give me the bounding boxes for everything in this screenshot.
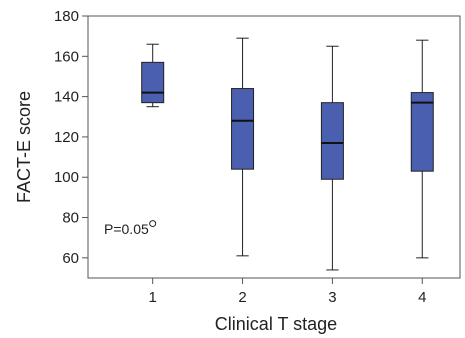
y-tick-label: 60 bbox=[62, 250, 79, 267]
box-iqr bbox=[410, 92, 434, 172]
y-tick-label: 120 bbox=[54, 129, 79, 146]
y-tick-label: 160 bbox=[54, 48, 79, 65]
y-tick-label: 100 bbox=[54, 169, 79, 186]
x-tick-label: 4 bbox=[418, 289, 426, 306]
boxes-layer bbox=[141, 37, 434, 271]
box-iqr bbox=[141, 61, 165, 104]
box-group-3 bbox=[320, 45, 344, 271]
plot-frame bbox=[87, 15, 461, 279]
p-value-annotation: P=0.05 bbox=[104, 221, 149, 237]
y-tick-label: 140 bbox=[54, 89, 79, 106]
x-tick-label: 2 bbox=[238, 289, 246, 306]
y-axis: 60 80 100 120 140 160 180 bbox=[54, 8, 88, 267]
y-tick-label: 80 bbox=[62, 210, 79, 227]
y-axis-title: FACT-E score bbox=[14, 91, 34, 203]
y-tick-label: 180 bbox=[54, 8, 79, 25]
x-axis-title: Clinical T stage bbox=[215, 314, 337, 334]
x-axis: 1 2 3 4 bbox=[149, 278, 426, 306]
box-iqr bbox=[231, 88, 255, 170]
box-group-4 bbox=[410, 39, 434, 259]
x-tick-label: 3 bbox=[328, 289, 336, 306]
box-group-1 bbox=[141, 43, 165, 228]
x-tick-label: 1 bbox=[149, 289, 157, 306]
box-group-2 bbox=[231, 37, 255, 257]
outlier-point bbox=[149, 220, 157, 228]
box-iqr bbox=[320, 102, 344, 180]
